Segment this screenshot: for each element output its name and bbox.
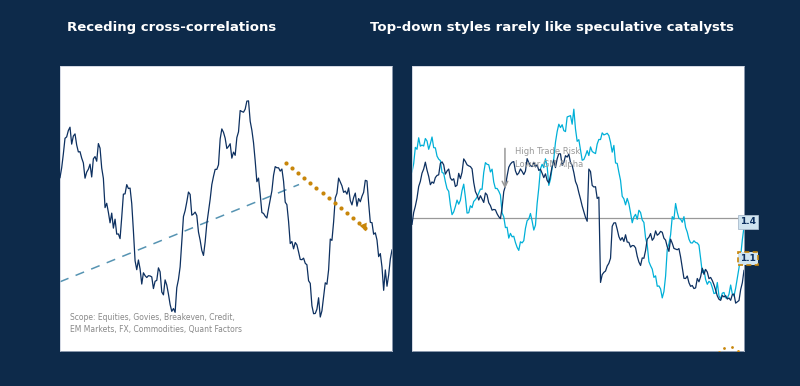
Text: 1.4: 1.4: [740, 217, 756, 227]
Text: 1.1: 1.1: [740, 254, 756, 263]
Text: High Trade Risk
Lower GM Alpha: High Trade Risk Lower GM Alpha: [515, 147, 583, 169]
Text: Top-down styles rarely like speculative catalysts: Top-down styles rarely like speculative …: [370, 22, 734, 34]
Text: Receding cross-correlations: Receding cross-correlations: [67, 22, 277, 34]
Text: Scope: Equities, Govies, Breakeven, Credit,
EM Markets, FX, Commodities, Quant F: Scope: Equities, Govies, Breakeven, Cred…: [70, 313, 242, 334]
